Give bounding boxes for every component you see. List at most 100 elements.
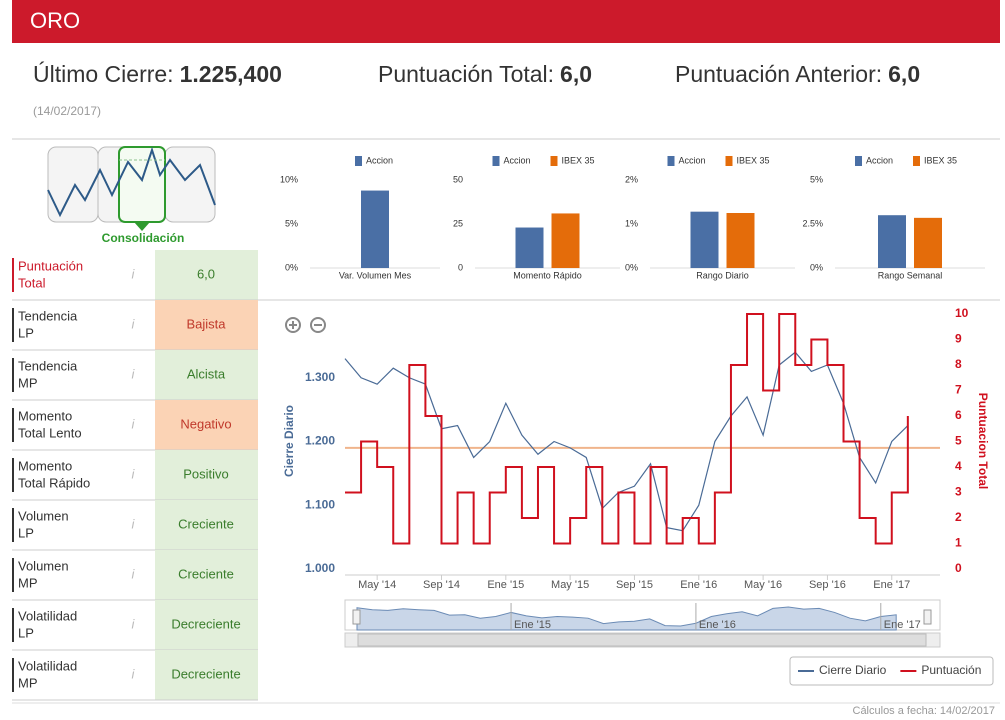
x-tick-label: Sep '15 bbox=[616, 579, 653, 591]
summary-label: Puntuación Total: bbox=[378, 61, 554, 87]
indicator-label: Total Rápido bbox=[18, 475, 90, 490]
info-icon: i bbox=[132, 666, 136, 681]
y2-tick-label: 9 bbox=[955, 332, 962, 346]
summary-value: 1.225,400 bbox=[180, 61, 282, 87]
zoom-controls[interactable] bbox=[285, 317, 326, 333]
info-icon: i bbox=[132, 416, 136, 431]
indicator-label: Momento bbox=[18, 458, 72, 473]
footer: Cálculos a fecha: 14/02/2017 bbox=[853, 705, 996, 717]
x-tick-label: Var. Volumen Mes bbox=[339, 270, 412, 280]
summary-value: 6,0 bbox=[560, 61, 592, 87]
x-tick-label: Ene '17 bbox=[873, 579, 910, 591]
info-icon: i bbox=[132, 466, 136, 481]
row-marker bbox=[12, 308, 14, 342]
indicator-value: Bajista bbox=[186, 316, 226, 331]
row-marker bbox=[12, 358, 14, 392]
info-icon: i bbox=[132, 566, 136, 581]
x-tick-label: May '14 bbox=[358, 579, 396, 591]
indicator-label: Total Lento bbox=[18, 425, 82, 440]
indicator-label: Total bbox=[18, 275, 46, 290]
navigator-tick-label: Ene '15 bbox=[514, 619, 551, 631]
y-tick-label: 5% bbox=[810, 174, 823, 184]
legend-label: IBEX 35 bbox=[562, 155, 595, 165]
series-line bbox=[345, 313, 909, 545]
y-tick-label: 25 bbox=[453, 218, 463, 228]
legend-swatch bbox=[667, 156, 675, 166]
x-tick-label: Momento Rápido bbox=[513, 270, 582, 280]
legend-box bbox=[789, 656, 994, 686]
indicator-label: LP bbox=[18, 325, 34, 340]
summary-label: Puntuación Anterior: bbox=[675, 61, 882, 87]
scrollbar-thumb[interactable] bbox=[357, 633, 927, 647]
legend-swatch bbox=[913, 156, 920, 166]
bar bbox=[515, 227, 544, 268]
indicator-label: Volumen bbox=[18, 508, 69, 523]
indicator-value-cell bbox=[155, 400, 258, 450]
y-tick-label: 0% bbox=[285, 262, 298, 272]
navigator-handle[interactable] bbox=[352, 609, 361, 625]
y-axis-title: Cierre Diario bbox=[282, 405, 296, 477]
bar bbox=[878, 215, 906, 268]
indicator-value: Decreciente bbox=[171, 616, 240, 631]
y2-tick-label: 0 bbox=[955, 561, 962, 575]
y2-tick-label: 4 bbox=[955, 459, 962, 473]
indicator-label: MP bbox=[18, 575, 38, 590]
y-tick-label: 1.200 bbox=[305, 434, 335, 448]
navigator-tick-label: Ene '17 bbox=[884, 619, 921, 631]
legend-swatch bbox=[855, 156, 862, 166]
indicator-value-cell bbox=[155, 550, 258, 600]
y2-tick-label: 1 bbox=[955, 536, 962, 550]
y2-tick-label: 10 bbox=[955, 306, 969, 320]
row-marker bbox=[12, 408, 14, 442]
summary-item: Último Cierre: 1.225,400 bbox=[33, 61, 282, 87]
indicator-label: MP bbox=[18, 375, 38, 390]
pattern-label: Consolidación bbox=[102, 231, 185, 245]
indicator-value: Creciente bbox=[178, 516, 234, 531]
indicator-label: Momento bbox=[18, 408, 72, 423]
legend-label: IBEX 35 bbox=[737, 155, 770, 165]
y-tick-label: 10% bbox=[280, 174, 298, 184]
navigator-handle[interactable] bbox=[923, 609, 932, 625]
y-tick-label: 1.100 bbox=[305, 497, 335, 511]
bar bbox=[690, 211, 719, 268]
row-marker bbox=[12, 258, 14, 292]
y-tick-label: 2% bbox=[625, 174, 638, 184]
info-icon: i bbox=[132, 366, 136, 381]
y2-tick-label: 5 bbox=[955, 434, 962, 448]
y2-tick-label: 7 bbox=[955, 383, 962, 397]
row-marker bbox=[12, 458, 14, 492]
indicator-value-cell bbox=[155, 500, 258, 550]
date: (14/02/2017) bbox=[33, 104, 101, 118]
legend-label: Accion bbox=[504, 155, 531, 165]
legend-label: Puntuación bbox=[921, 663, 981, 677]
row-marker bbox=[12, 658, 14, 692]
x-tick-label: Ene '16 bbox=[680, 579, 717, 591]
y2-axis-title: Puntuacion Total bbox=[976, 393, 990, 489]
bar bbox=[361, 190, 389, 268]
y2-tick-label: 6 bbox=[955, 408, 962, 422]
y2-tick-label: 3 bbox=[955, 485, 962, 499]
indicator-value: Positivo bbox=[183, 466, 229, 481]
x-tick-label: Rango Semanal bbox=[878, 270, 943, 280]
bar bbox=[551, 213, 580, 268]
y-tick-label: 1.000 bbox=[305, 561, 335, 575]
legend-label: Accion bbox=[866, 155, 893, 165]
navigator-tick-label: Ene '16 bbox=[699, 619, 736, 631]
indicator-value-cell bbox=[155, 650, 258, 700]
legend-swatch bbox=[492, 156, 500, 166]
header-bar bbox=[12, 0, 1000, 43]
x-tick-label: Rango Diario bbox=[696, 270, 749, 280]
y2-tick-label: 2 bbox=[955, 510, 962, 524]
indicator-label: LP bbox=[18, 625, 34, 640]
legend-swatch bbox=[550, 156, 558, 166]
indicator-label: Volatilidad bbox=[18, 608, 77, 623]
row-marker bbox=[12, 558, 14, 592]
indicator-label: Tendencia bbox=[18, 308, 78, 323]
info-icon: i bbox=[132, 316, 136, 331]
indicator-value-cell bbox=[155, 300, 258, 350]
info-icon: i bbox=[132, 516, 136, 531]
info-icon: i bbox=[132, 266, 136, 281]
series-line bbox=[344, 351, 909, 532]
indicator-value: Negativo bbox=[180, 416, 231, 431]
